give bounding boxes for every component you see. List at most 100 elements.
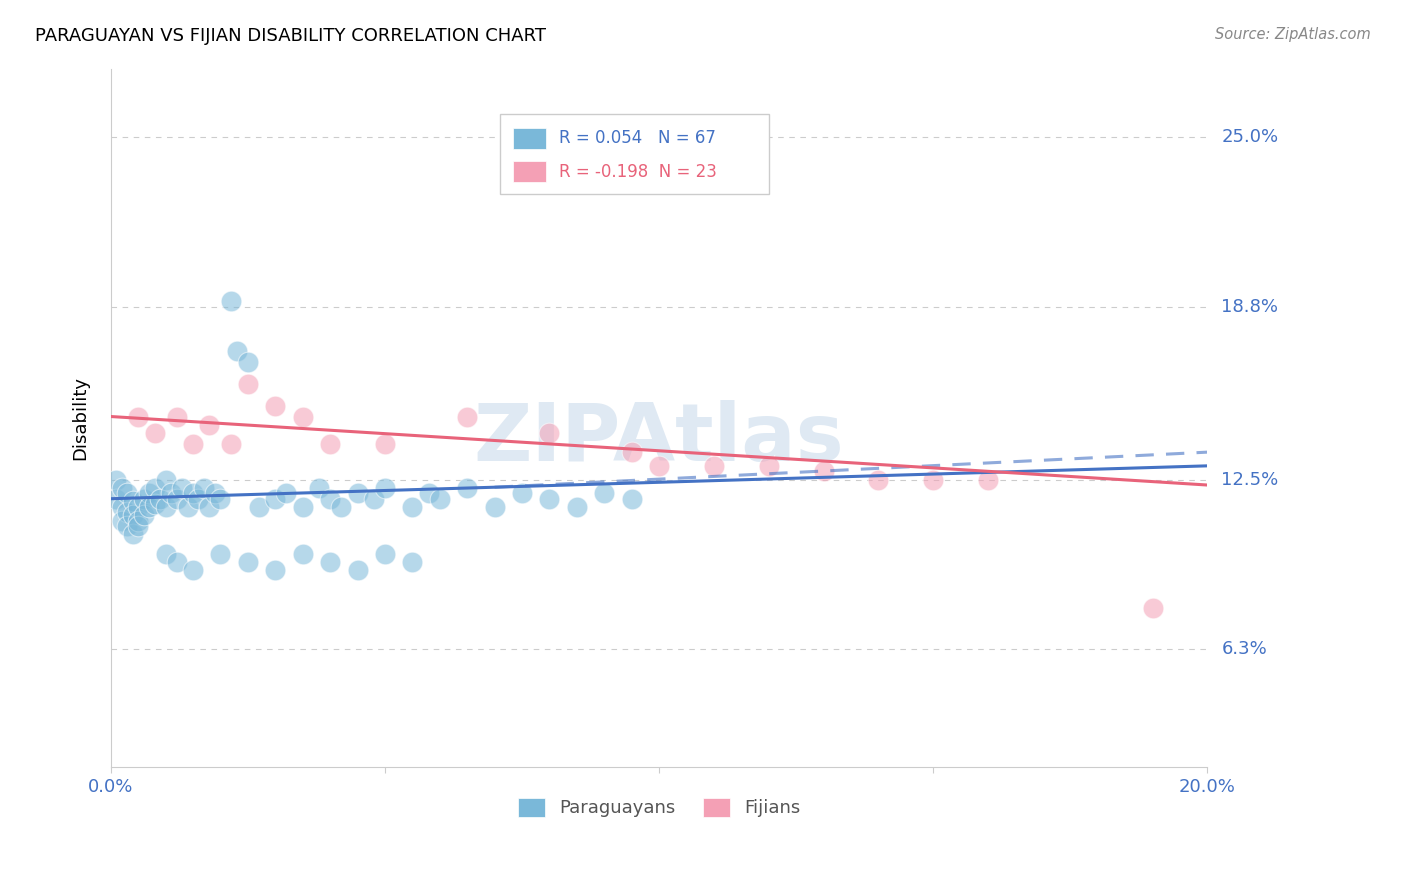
Point bbox=[291, 500, 314, 514]
Point bbox=[181, 563, 204, 577]
Point bbox=[308, 481, 330, 495]
Text: PARAGUAYAN VS FIJIAN DISABILITY CORRELATION CHART: PARAGUAYAN VS FIJIAN DISABILITY CORRELAT… bbox=[35, 27, 546, 45]
Point bbox=[319, 555, 342, 569]
Point bbox=[593, 486, 616, 500]
Point bbox=[363, 491, 385, 506]
Point bbox=[198, 500, 221, 514]
Text: 6.3%: 6.3% bbox=[1222, 640, 1267, 658]
Point bbox=[143, 425, 166, 440]
Point bbox=[401, 500, 423, 514]
Point bbox=[319, 437, 342, 451]
Point bbox=[538, 425, 561, 440]
FancyBboxPatch shape bbox=[513, 161, 546, 182]
Point bbox=[115, 519, 138, 533]
Text: Source: ZipAtlas.com: Source: ZipAtlas.com bbox=[1215, 27, 1371, 42]
Point bbox=[143, 497, 166, 511]
Point bbox=[374, 481, 396, 495]
Point bbox=[703, 458, 725, 473]
Point bbox=[330, 500, 353, 514]
Point bbox=[456, 481, 478, 495]
Point bbox=[236, 376, 259, 391]
Point bbox=[813, 464, 835, 478]
Point bbox=[193, 481, 215, 495]
Point bbox=[132, 508, 155, 523]
Point bbox=[510, 486, 533, 500]
Point bbox=[565, 500, 588, 514]
Y-axis label: Disability: Disability bbox=[72, 376, 89, 460]
Point bbox=[374, 547, 396, 561]
Point bbox=[209, 491, 232, 506]
Point bbox=[922, 473, 945, 487]
Point bbox=[429, 491, 451, 506]
Text: 25.0%: 25.0% bbox=[1222, 128, 1278, 146]
Point bbox=[319, 491, 342, 506]
Point bbox=[346, 563, 368, 577]
Point bbox=[127, 500, 149, 514]
Point bbox=[160, 486, 183, 500]
Legend: Paraguayans, Fijians: Paraguayans, Fijians bbox=[510, 791, 807, 824]
FancyBboxPatch shape bbox=[513, 128, 546, 149]
Point bbox=[155, 473, 177, 487]
Point bbox=[149, 491, 172, 506]
Point bbox=[143, 481, 166, 495]
Point bbox=[115, 505, 138, 519]
Text: ZIPAtlas: ZIPAtlas bbox=[474, 400, 845, 478]
Point bbox=[166, 555, 188, 569]
Point bbox=[105, 473, 128, 487]
Point bbox=[209, 547, 232, 561]
Point bbox=[127, 519, 149, 533]
Point bbox=[291, 409, 314, 424]
Point bbox=[236, 555, 259, 569]
Point bbox=[758, 458, 780, 473]
Point bbox=[138, 486, 160, 500]
Point bbox=[166, 491, 188, 506]
Point bbox=[121, 527, 143, 541]
Point bbox=[221, 437, 243, 451]
Point bbox=[187, 491, 209, 506]
Text: R = 0.054   N = 67: R = 0.054 N = 67 bbox=[560, 129, 716, 147]
Point bbox=[204, 486, 226, 500]
Point bbox=[176, 500, 198, 514]
Point bbox=[1142, 601, 1164, 615]
Point bbox=[374, 437, 396, 451]
Point bbox=[868, 473, 890, 487]
Point bbox=[247, 500, 270, 514]
Point bbox=[132, 491, 155, 506]
Text: 18.8%: 18.8% bbox=[1222, 298, 1278, 316]
Point bbox=[181, 437, 204, 451]
Point bbox=[111, 481, 134, 495]
Point bbox=[111, 514, 134, 528]
Point bbox=[401, 555, 423, 569]
Point bbox=[276, 486, 298, 500]
Point bbox=[977, 473, 1000, 487]
Point bbox=[484, 500, 506, 514]
Point bbox=[538, 491, 561, 506]
Point bbox=[105, 491, 128, 506]
Point bbox=[115, 486, 138, 500]
Point bbox=[456, 409, 478, 424]
Point bbox=[127, 409, 149, 424]
Point bbox=[121, 494, 143, 508]
Point bbox=[198, 417, 221, 432]
Point bbox=[264, 491, 287, 506]
Text: 12.5%: 12.5% bbox=[1222, 471, 1278, 489]
Point bbox=[221, 294, 243, 309]
Point bbox=[346, 486, 368, 500]
Point bbox=[127, 514, 149, 528]
Point bbox=[181, 486, 204, 500]
Point bbox=[648, 458, 671, 473]
Point bbox=[138, 500, 160, 514]
Point bbox=[236, 355, 259, 369]
Point bbox=[170, 481, 193, 495]
Point bbox=[605, 152, 627, 166]
Point bbox=[111, 500, 134, 514]
Point bbox=[166, 409, 188, 424]
Point bbox=[225, 343, 247, 358]
Point bbox=[620, 491, 643, 506]
Point bbox=[264, 563, 287, 577]
Point bbox=[155, 547, 177, 561]
Point bbox=[418, 486, 440, 500]
Text: R = -0.198  N = 23: R = -0.198 N = 23 bbox=[560, 163, 717, 181]
Point bbox=[155, 500, 177, 514]
FancyBboxPatch shape bbox=[501, 114, 769, 194]
